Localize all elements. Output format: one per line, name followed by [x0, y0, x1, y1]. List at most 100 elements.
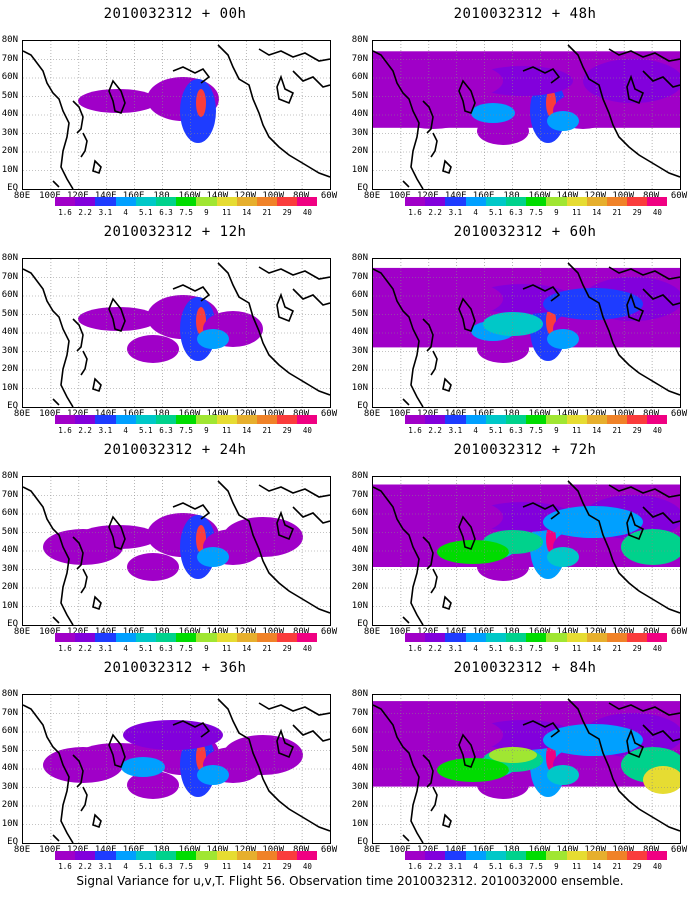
variance-region: [78, 89, 158, 113]
coastline: [80, 786, 88, 812]
colorbar-swatch: [586, 197, 607, 206]
y-tick-label: 30N: [1, 781, 18, 792]
coastline: [430, 568, 438, 594]
colorbar-swatch: [566, 415, 587, 424]
x-tick-label: 140E: [94, 409, 117, 419]
x-tick-label: 100W: [262, 845, 285, 855]
colorbar-swatch: [256, 415, 278, 424]
colorbar-swatch: [566, 633, 587, 642]
variance-region: [489, 747, 537, 763]
x-tick-label: 160E: [472, 845, 495, 855]
variance-region: [196, 89, 206, 117]
colorbar-swatch: [405, 633, 426, 642]
colorbar: [55, 633, 318, 642]
x-tick-label: 160W: [178, 627, 201, 637]
colorbar-label: 29: [282, 208, 292, 217]
map-panel: 2010032312 + 12h 80N 70N 60N 50N 40N 30N 20N 10N…: [0, 218, 350, 443]
colorbar-swatch: [155, 415, 177, 424]
variance-region: [197, 547, 229, 567]
coastline: [23, 704, 74, 843]
map-plot-area: [22, 40, 331, 190]
colorbar-label: 2.2: [428, 426, 442, 435]
colorbar-label: 7.5: [179, 208, 193, 217]
y-tick-label: EQ: [7, 837, 18, 847]
colorbar: [55, 415, 318, 424]
y-tick-label: 30N: [1, 563, 18, 574]
colorbar-swatch: [526, 851, 547, 860]
colorbar-label: 1.6: [408, 644, 422, 653]
coastline: [373, 268, 424, 407]
colorbar-swatch: [115, 197, 136, 206]
map-plot-area: [372, 476, 681, 626]
colorbar-label: 1.6: [408, 208, 422, 217]
x-tick-label: 60W: [320, 627, 338, 637]
colorbar-label: 1.6: [408, 862, 422, 871]
coastline: [292, 724, 330, 742]
y-tick-label: 80N: [351, 35, 368, 45]
y-tick-label: EQ: [7, 183, 18, 193]
colorbar-label: 14: [592, 208, 602, 217]
colorbar-label: 4: [473, 208, 478, 217]
y-tick-label: 70N: [1, 707, 18, 718]
colorbar-swatch: [75, 633, 96, 642]
colorbar-swatch: [485, 415, 506, 424]
colorbar-swatch: [135, 415, 156, 424]
variance-map: [23, 259, 330, 407]
coastline: [642, 724, 680, 742]
coastline: [373, 50, 424, 189]
map-panel: 2010032312 + 48h 80N 70N 60N 50N 40N 30N 20N 10N…: [350, 0, 700, 225]
colorbar-label: 4: [123, 426, 128, 435]
colorbar-label: 2.2: [78, 644, 92, 653]
colorbar-label: 11: [222, 862, 232, 871]
y-tick-label: 60N: [351, 72, 368, 82]
y-tick-label: 60N: [1, 290, 18, 300]
colorbar-label: 40: [302, 208, 312, 217]
x-tick-label: 140W: [206, 627, 229, 637]
y-tick-label: 20N: [351, 800, 368, 810]
coastline: [422, 536, 434, 570]
x-tick-label: 160E: [122, 845, 145, 855]
colorbar-label: 2.2: [428, 208, 442, 217]
colorbar-label: 3.1: [448, 862, 463, 871]
x-tick-label: 120W: [584, 627, 607, 637]
map-plot-area: [372, 40, 681, 190]
colorbar-label: 11: [572, 644, 582, 653]
x-tick-label: 160W: [528, 627, 551, 637]
coastline: [276, 74, 295, 105]
colorbar-swatch: [135, 851, 156, 860]
coastline: [23, 268, 74, 407]
colorbar-label: 3.1: [98, 862, 113, 871]
colorbar-swatch: [627, 633, 648, 642]
panel-title: 2010032312 + 72h: [453, 442, 597, 458]
coastline: [72, 536, 84, 570]
colorbar-swatch: [277, 633, 298, 642]
coastline: [442, 595, 452, 611]
x-tick-label: 120E: [416, 845, 439, 855]
colorbar-label: 2.2: [78, 426, 92, 435]
variance-region: [477, 335, 529, 363]
x-tick-label: 180: [503, 191, 520, 201]
x-tick-label: 120W: [584, 191, 607, 201]
colorbar-swatch: [505, 851, 527, 860]
colorbar-label: 5.1: [489, 644, 503, 653]
coastline: [458, 515, 476, 550]
colorbar-swatch: [647, 415, 668, 424]
variance-map: [23, 41, 330, 189]
colorbar-label: 3.1: [98, 208, 113, 217]
panel-title: 2010032312 + 60h: [453, 224, 597, 240]
colorbar-label: 29: [632, 426, 642, 435]
y-tick-label: 60N: [351, 726, 368, 736]
variance-region: [78, 307, 158, 331]
y-tick-label: 60N: [351, 290, 368, 300]
colorbar-label: 3.1: [448, 644, 463, 653]
colorbar-swatch: [75, 851, 96, 860]
colorbar-label: 14: [242, 644, 252, 653]
colorbar-swatch: [55, 633, 76, 642]
variance-region: [223, 517, 303, 557]
colorbar-swatch: [405, 851, 426, 860]
colorbar-swatch: [647, 197, 668, 206]
x-tick-label: 140E: [444, 191, 467, 201]
colorbar-label: 9: [554, 208, 559, 217]
coastline: [72, 318, 84, 352]
x-tick-label: 140E: [444, 409, 467, 419]
